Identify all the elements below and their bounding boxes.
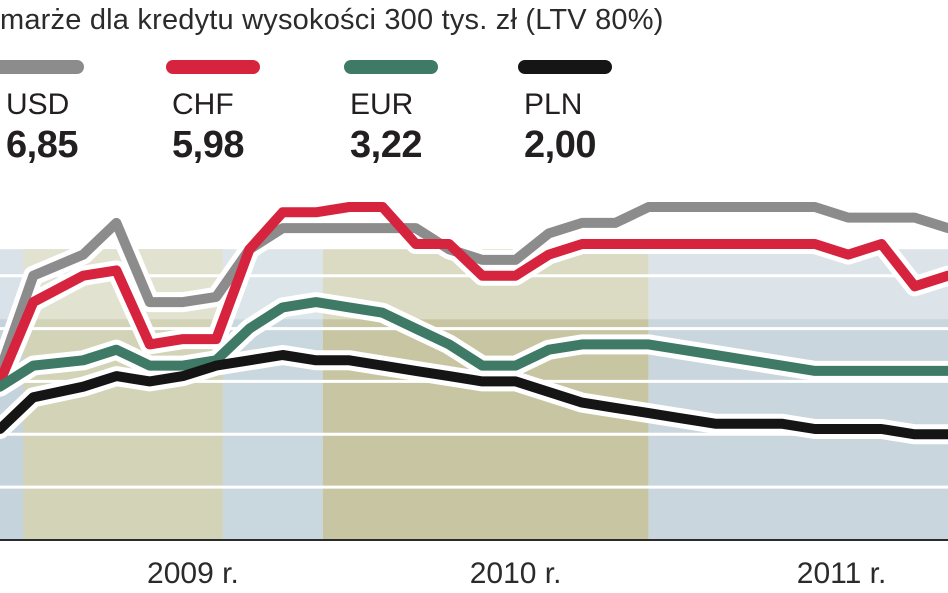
legend-swatch-eur: [344, 60, 438, 74]
band-2011: [648, 249, 948, 541]
x-tick-label: 2011 r.: [797, 557, 887, 590]
legend-value-pln: 2,00: [524, 124, 596, 166]
series-line-pln: [0, 350, 948, 440]
chart-subtitle: marże dla kredytu wysokości 300 tys. zł …: [0, 4, 664, 36]
series-line-usd: [0, 202, 948, 376]
series-line-eur: [0, 297, 948, 392]
x-tick-label: 2010 r.: [470, 557, 562, 590]
legend-value-usd: 6,85: [6, 124, 78, 166]
x-tick-label: 2009 r.: [147, 557, 239, 590]
legend-value-eur: 3,22: [350, 124, 422, 166]
legend-swatch-usd: [0, 60, 84, 74]
legend-swatch-pln: [518, 60, 612, 74]
legend-label-chf: CHF: [172, 88, 234, 121]
x-axis-ticks: 2009 r. 2010 r. 2011 r.: [147, 557, 886, 590]
legend-label-pln: PLN: [524, 88, 583, 121]
series-lines: [0, 202, 948, 440]
legend-swatch-chf: [166, 60, 260, 74]
series-line-chf: [0, 202, 948, 387]
legend-label-eur: EUR: [350, 88, 414, 121]
legend-label-usd: USD: [6, 88, 70, 121]
legend-value-chf: 5,98: [172, 124, 244, 166]
